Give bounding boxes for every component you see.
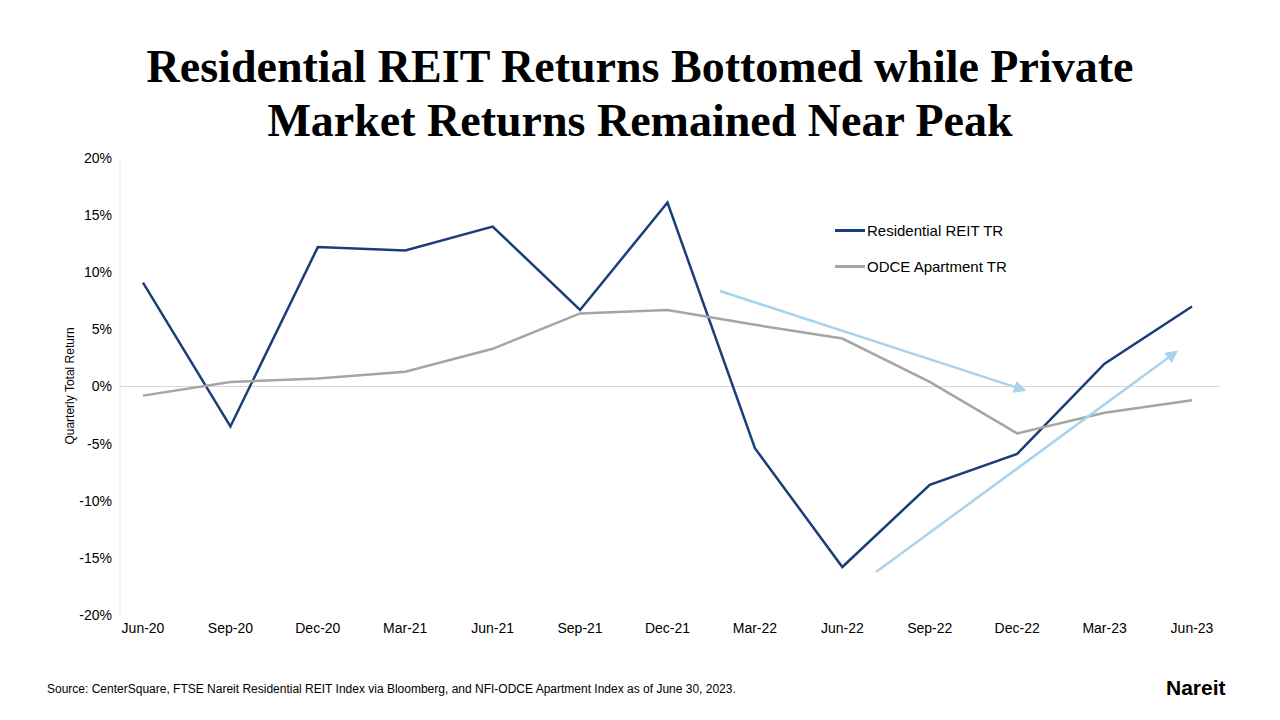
html-text:Residential REIT Returns Botto: Residential REIT Returns Bottomed while … xyxy=(146,41,1134,146)
svg-text:10%: 10% xyxy=(84,264,112,280)
html-text:Residential REIT TR: Residential REIT TR xyxy=(867,221,1004,239)
svg-text:Sep-22: Sep-22 xyxy=(907,620,952,636)
svg-text:Jun-23: Jun-23 xyxy=(1171,620,1214,636)
svg-text:Dec-21: Dec-21 xyxy=(645,620,690,636)
svg-text:Mar-23: Mar-23 xyxy=(1082,620,1127,636)
svg-text:Sep-21: Sep-21 xyxy=(558,620,603,636)
svg-text:-10%: -10% xyxy=(79,493,112,509)
html-text:Source: CenterSquare, FTSE Nar: Source: CenterSquare, FTSE Nareit Reside… xyxy=(47,682,736,696)
html-text:Nareit: Nareit xyxy=(1166,676,1226,699)
svg-text:15%: 15% xyxy=(84,207,112,223)
svg-text:0%: 0% xyxy=(92,378,112,394)
svg-text:Dec-20: Dec-20 xyxy=(295,620,340,636)
svg-text:Dec-22: Dec-22 xyxy=(995,620,1040,636)
svg-text:Mar-21: Mar-21 xyxy=(383,620,428,636)
html-text:ODCE Apartment TR: ODCE Apartment TR xyxy=(867,257,1007,275)
svg-text:Jun-21: Jun-21 xyxy=(471,620,514,636)
svg-text:-15%: -15% xyxy=(79,550,112,566)
svg-text:Sep-20: Sep-20 xyxy=(208,620,253,636)
html-text:Quarterly Total Return: Quarterly Total Return xyxy=(63,327,77,445)
svg-text:Jun-20: Jun-20 xyxy=(122,620,165,636)
svg-text:Jun-22: Jun-22 xyxy=(821,620,864,636)
svg-text:20%: 20% xyxy=(84,150,112,166)
svg-text:-20%: -20% xyxy=(79,607,112,623)
svg-text:5%: 5% xyxy=(92,321,112,337)
svg-text:-5%: -5% xyxy=(87,436,112,452)
svg-text:Mar-22: Mar-22 xyxy=(733,620,778,636)
